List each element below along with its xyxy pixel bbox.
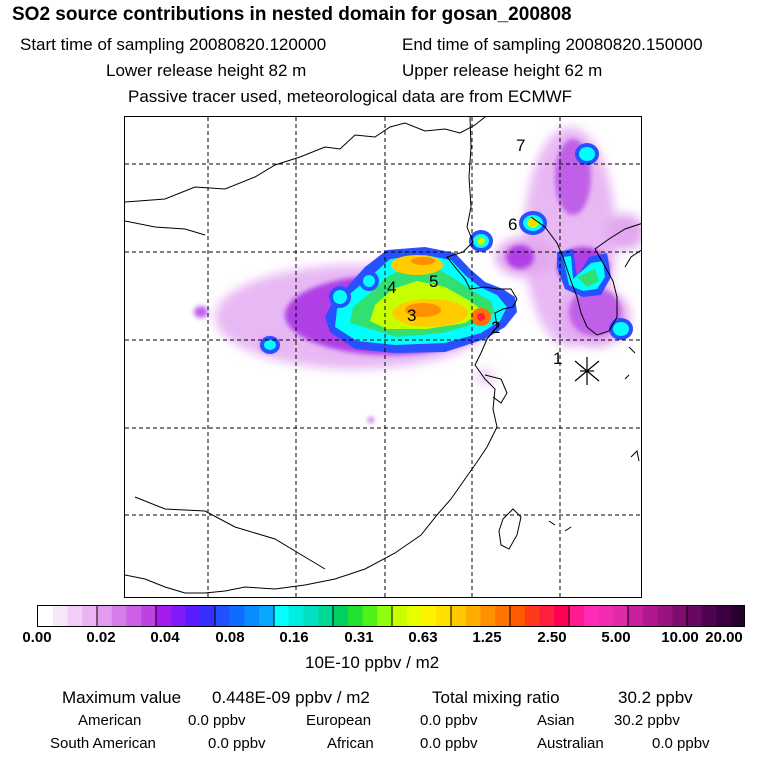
source-label-4: 4 bbox=[387, 278, 396, 297]
colorbar-swatch bbox=[200, 606, 216, 626]
colorbar-swatch bbox=[244, 606, 260, 626]
colorbar-swatch bbox=[377, 606, 393, 626]
colorbar-swatch bbox=[97, 606, 113, 626]
coastline bbox=[125, 117, 641, 594]
colorbar-swatch bbox=[642, 606, 659, 626]
grid-lines bbox=[125, 117, 641, 597]
colorbar-tick: 2.50 bbox=[537, 629, 567, 646]
colorbar-swatch bbox=[598, 606, 614, 626]
region-value: 30.2 ppbv bbox=[614, 712, 680, 729]
receptor-star-icon bbox=[574, 357, 600, 385]
source-label-3: 3 bbox=[407, 306, 416, 325]
colorbar-swatch bbox=[156, 606, 172, 626]
colorbar-tick: 0.00 bbox=[22, 629, 52, 646]
colorbar-swatch bbox=[495, 606, 511, 626]
colorbar-swatch bbox=[628, 606, 644, 626]
colorbar-swatch bbox=[274, 606, 290, 626]
colorbar-swatch bbox=[480, 606, 496, 626]
region-value: 0.0 ppbv bbox=[208, 735, 266, 752]
map-panel: 1 2 3 4 5 6 7 bbox=[124, 116, 642, 598]
colorbar-swatch bbox=[569, 606, 585, 626]
colorbar-swatch bbox=[82, 606, 98, 626]
colorbar-swatch bbox=[657, 606, 673, 626]
region-value: 0.0 ppbv bbox=[420, 712, 478, 729]
colorbar-swatch bbox=[524, 606, 541, 626]
tracer-note: Passive tracer used, meteorological data… bbox=[128, 87, 573, 106]
colorbar-tick: 0.02 bbox=[86, 629, 116, 646]
region-name: American bbox=[78, 712, 142, 729]
colorbar-swatch bbox=[510, 606, 526, 626]
colorbar-swatch bbox=[687, 606, 703, 626]
source-label-6: 6 bbox=[508, 215, 517, 234]
colorbar-swatch bbox=[141, 606, 157, 626]
concentration-field bbox=[194, 127, 641, 423]
region-name: Asian bbox=[537, 712, 575, 729]
colorbar-tick: 0.31 bbox=[344, 629, 374, 646]
colorbar-tick: 0.63 bbox=[408, 629, 438, 646]
source-label-1: 1 bbox=[553, 349, 562, 368]
colorbar bbox=[37, 605, 745, 627]
colorbar-swatch bbox=[303, 606, 319, 626]
colorbar-swatch bbox=[465, 606, 482, 626]
colorbar-swatch bbox=[229, 606, 246, 626]
colorbar-swatch bbox=[347, 606, 364, 626]
colorbar-swatch bbox=[38, 606, 54, 626]
region-value: 0.0 ppbv bbox=[188, 712, 246, 729]
max-value-label: Maximum value bbox=[62, 688, 182, 707]
colorbar-swatch bbox=[259, 606, 275, 626]
colorbar-swatch bbox=[613, 606, 629, 626]
colorbar-tick: 5.00 bbox=[601, 629, 631, 646]
colorbar-swatch bbox=[392, 606, 408, 626]
colorbar-tick: 0.16 bbox=[279, 629, 309, 646]
colorbar-swatch bbox=[67, 606, 83, 626]
colorbar-swatch bbox=[126, 606, 142, 626]
max-value: 0.448E-09 ppbv / m2 bbox=[212, 688, 370, 707]
colorbar-tick: 20.00 bbox=[705, 629, 743, 646]
source-label-2: 2 bbox=[491, 318, 500, 337]
start-time-label: Start time of sampling 20080820.120000 bbox=[20, 35, 327, 54]
total-mixing-value: 30.2 ppbv bbox=[618, 688, 693, 707]
upper-release-height: Upper release height 62 m bbox=[402, 61, 603, 80]
colorbar-swatch bbox=[318, 606, 334, 626]
colorbar-swatch bbox=[436, 606, 452, 626]
colorbar-swatch bbox=[554, 606, 570, 626]
colorbar-swatch bbox=[421, 606, 437, 626]
colorbar-swatch bbox=[406, 606, 423, 626]
region-value: 0.0 ppbv bbox=[420, 735, 478, 752]
colorbar-swatch bbox=[170, 606, 187, 626]
region-name: European bbox=[306, 712, 372, 729]
end-time-label: End time of sampling 20080820.150000 bbox=[402, 35, 703, 54]
source-label-5: 5 bbox=[429, 272, 438, 291]
colorbar-swatch bbox=[111, 606, 128, 626]
lower-release-height: Lower release height 82 m bbox=[106, 61, 307, 80]
colorbar-units: 10E-10 ppbv / m2 bbox=[305, 653, 440, 672]
colorbar-tick: 0.04 bbox=[150, 629, 180, 646]
colorbar-swatch bbox=[451, 606, 467, 626]
region-name: Australian bbox=[537, 735, 604, 752]
colorbar-swatch bbox=[362, 606, 378, 626]
colorbar-tick: 10.00 bbox=[661, 629, 699, 646]
colorbar-swatch bbox=[185, 606, 201, 626]
colorbar-tick: 1.25 bbox=[472, 629, 502, 646]
colorbar-swatch bbox=[672, 606, 688, 626]
colorbar-swatch bbox=[716, 606, 732, 626]
colorbar-swatch bbox=[333, 606, 349, 626]
total-mixing-label: Total mixing ratio bbox=[432, 688, 560, 707]
colorbar-swatch bbox=[583, 606, 600, 626]
colorbar-swatch bbox=[701, 606, 718, 626]
colorbar-swatch bbox=[731, 606, 744, 626]
region-name: South American bbox=[50, 735, 156, 752]
colorbar-swatch bbox=[52, 606, 69, 626]
region-value: 0.0 ppbv bbox=[652, 735, 710, 752]
colorbar-swatch bbox=[215, 606, 231, 626]
colorbar-swatch bbox=[539, 606, 555, 626]
colorbar-tick: 0.08 bbox=[215, 629, 245, 646]
region-name: African bbox=[327, 735, 374, 752]
source-label-7: 7 bbox=[516, 136, 525, 155]
map-title: SO2 source contributions in nested domai… bbox=[12, 4, 572, 25]
colorbar-swatch bbox=[288, 606, 305, 626]
